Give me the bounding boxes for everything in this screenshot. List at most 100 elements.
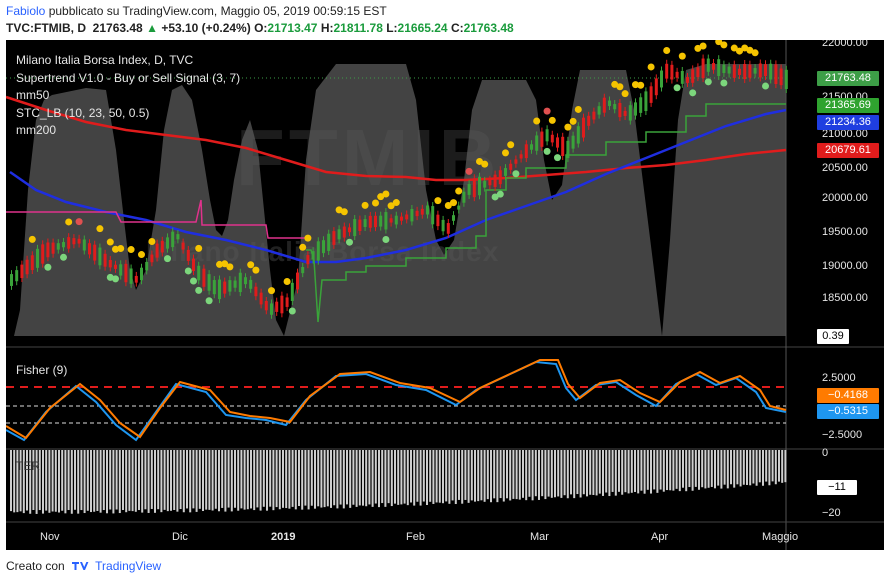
candle-body [270, 303, 273, 315]
ter-bar [278, 450, 281, 510]
candle-body [160, 240, 164, 253]
candle-body [628, 105, 632, 121]
ter-bar [758, 450, 761, 483]
signal-dot [533, 117, 541, 125]
ter-bar [714, 450, 716, 489]
ter-bar [163, 450, 166, 510]
candle-body [280, 295, 284, 314]
signal-dot [632, 81, 639, 89]
ter-bar [717, 450, 720, 486]
candle-body [420, 208, 424, 215]
signal-dot [195, 244, 203, 252]
ter-bar [746, 450, 748, 485]
signal-dot [444, 202, 452, 210]
indicator-stc[interactable]: STC_LB (10, 23, 50, 0.5) [16, 106, 150, 120]
created-with-text: Creato con [6, 559, 65, 573]
candle-body [488, 179, 492, 186]
signal-dot [247, 261, 255, 269]
candle-body [129, 268, 133, 284]
price-tick: 20500.00 [822, 162, 868, 174]
candle-body [400, 216, 403, 221]
ter-bar [499, 450, 502, 499]
ter-bar [80, 450, 83, 511]
ter-bar [374, 450, 377, 504]
candle-body [290, 282, 294, 302]
ter-bar [250, 450, 252, 509]
candle-body [285, 297, 289, 307]
indicator-mm50[interactable]: mm50 [16, 88, 50, 102]
ter-bar [624, 450, 627, 493]
chart-area[interactable]: FTMIB Milano Italia Borsa Index Milano I… [6, 40, 884, 550]
ter-bar [483, 450, 486, 502]
ter-bar [192, 450, 195, 509]
ter-title[interactable]: TER [16, 459, 40, 473]
ter-bar [19, 450, 22, 512]
ter-bar [515, 450, 518, 500]
ter-bar [170, 450, 172, 511]
signal-dot [148, 237, 156, 245]
price-tick: 20000.00 [822, 192, 868, 204]
ter-bar [739, 450, 742, 487]
signal-dot [226, 263, 234, 271]
candle-body [654, 78, 658, 96]
fisher-slow-line [6, 360, 787, 442]
signal-dot [689, 89, 697, 97]
candle-body [415, 210, 419, 217]
last-price-tag: 21763.48 [817, 71, 879, 86]
ter-bar [317, 450, 320, 507]
candle-body [218, 279, 221, 300]
ter-bar [442, 450, 444, 504]
signal-dot [112, 275, 119, 283]
signal-dot [496, 190, 504, 198]
ter-bar [659, 450, 662, 490]
ter-bar [186, 450, 188, 509]
candle-body [176, 234, 180, 240]
candle-body [166, 237, 169, 249]
signal-dot [112, 245, 119, 253]
ter-bar [378, 450, 380, 508]
signal-dot [548, 116, 556, 124]
candle-body [379, 215, 383, 227]
ter-bar [554, 450, 556, 498]
author-link[interactable]: Fabiolo [6, 4, 46, 18]
ter-bar [400, 450, 403, 505]
candle-body [88, 243, 91, 255]
ter-bar [125, 450, 128, 513]
candle-body [478, 176, 481, 196]
candle-body [592, 111, 596, 120]
ter-bar [138, 450, 140, 511]
signal-dot [715, 40, 723, 46]
ter-bar [640, 450, 643, 491]
stc-tag: 0.39 [817, 329, 849, 344]
ter-bar [598, 450, 601, 494]
ter-bar [70, 450, 73, 514]
ter-bar [563, 450, 566, 496]
ter-bar [218, 450, 220, 512]
candle-body [124, 263, 128, 283]
ter-bar [618, 450, 620, 492]
ter-bar [298, 450, 300, 507]
candle-body [238, 272, 242, 293]
fisher-title[interactable]: Fisher (9) [16, 363, 68, 377]
ter-bar [576, 450, 579, 495]
price-tick: 21000.00 [822, 128, 868, 140]
tradingview-link[interactable]: TradingView [95, 559, 162, 573]
fisher-tick: −2.5000 [822, 429, 863, 441]
ter-bar [304, 450, 307, 506]
indicator-mm200[interactable]: mm200 [16, 123, 57, 137]
signal-dot [554, 154, 561, 162]
signal-dot [751, 49, 759, 57]
ter-bar [710, 450, 713, 487]
candles [10, 54, 788, 319]
signal-dot [491, 193, 499, 201]
ter-bar [243, 450, 246, 510]
close-value: 21763.48 [463, 21, 514, 35]
publish-info: Fabiolo pubblicato su TradingView.com, M… [6, 4, 387, 18]
candle-body [186, 249, 190, 261]
ter-bar [160, 450, 163, 513]
ter-bar [150, 450, 153, 509]
candle-body [472, 178, 476, 198]
ter-bar [48, 450, 51, 513]
indicator-supertrend[interactable]: Supertrend V1.0 - Buy or Sell Signal (3,… [16, 71, 241, 85]
ter-bar [768, 450, 771, 486]
